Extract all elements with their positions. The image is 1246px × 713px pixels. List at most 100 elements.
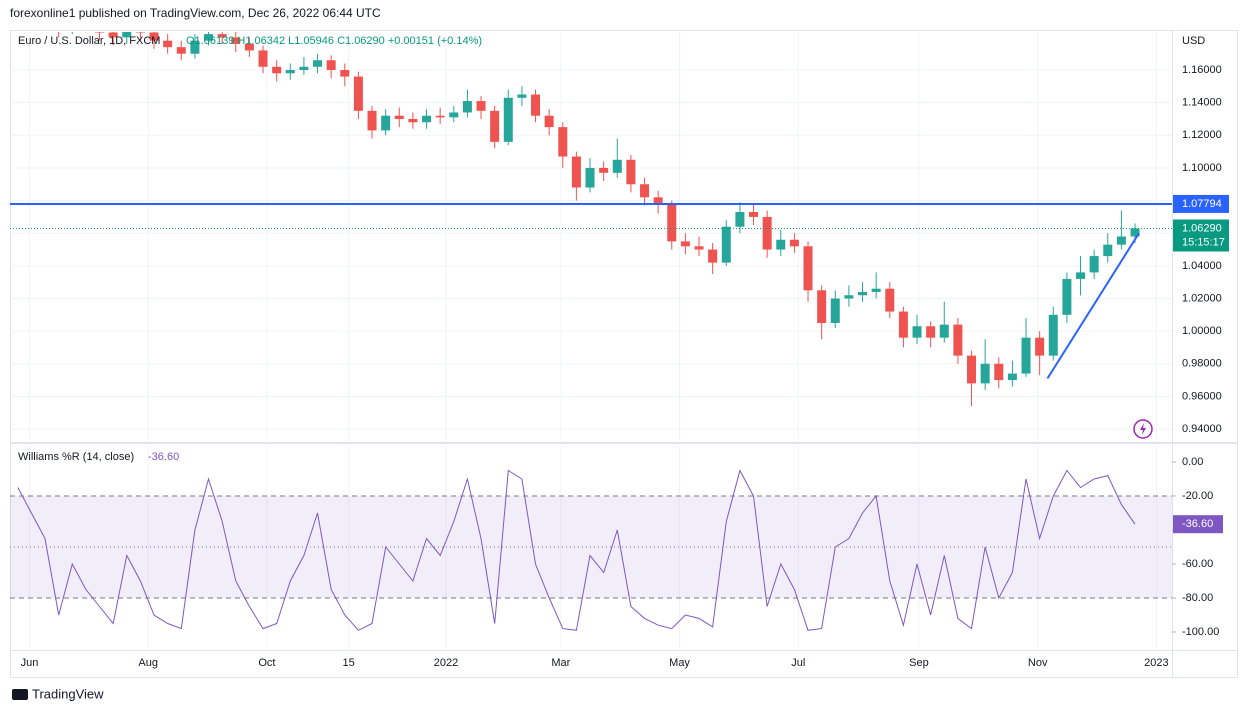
candle-body bbox=[340, 70, 350, 77]
hline-label: 1.07794 bbox=[1182, 198, 1222, 210]
indicator-title: Williams %R (14, close) bbox=[18, 451, 134, 463]
candle-body bbox=[571, 156, 581, 188]
countdown: 15:15:17 bbox=[1182, 236, 1225, 248]
candle-body bbox=[558, 127, 568, 157]
candle-body bbox=[367, 110, 377, 131]
candle-body bbox=[204, 34, 214, 41]
candle-body bbox=[326, 60, 336, 71]
candle-body bbox=[449, 112, 459, 118]
attribution: forexonline1 published on TradingView.co… bbox=[10, 6, 381, 20]
candle-body bbox=[708, 249, 718, 263]
y-tick-label: -20.00 bbox=[1182, 490, 1213, 502]
candle-body bbox=[871, 288, 881, 292]
candle-body bbox=[721, 226, 731, 263]
y-tick-label: 0.98000 bbox=[1182, 358, 1222, 370]
y-tick-label: -80.00 bbox=[1182, 592, 1213, 604]
candle-body bbox=[176, 47, 186, 54]
candle-body bbox=[1103, 244, 1113, 257]
candle-body bbox=[108, 32, 118, 38]
candle-body bbox=[1062, 278, 1072, 315]
candle-body bbox=[830, 298, 840, 323]
y-tick-label: -60.00 bbox=[1182, 558, 1213, 570]
candle-body bbox=[190, 40, 200, 54]
last-price-bg bbox=[1173, 219, 1229, 252]
candle-body bbox=[476, 101, 486, 111]
candle-body bbox=[163, 40, 173, 48]
candle-body bbox=[1076, 272, 1086, 279]
candle-body bbox=[122, 32, 132, 38]
candle-body bbox=[299, 66, 309, 71]
candle-body bbox=[817, 290, 827, 323]
candle-body bbox=[776, 239, 786, 250]
x-tick-label: 2023 bbox=[1144, 657, 1168, 669]
candle-body bbox=[980, 363, 990, 384]
candle-body bbox=[258, 50, 268, 67]
candle-body bbox=[490, 110, 500, 142]
candle-body bbox=[517, 94, 527, 98]
candle-body bbox=[503, 97, 513, 142]
williams-line bbox=[17, 469, 1136, 631]
candle-body bbox=[640, 184, 650, 198]
last-value-label: -36.60 bbox=[1182, 518, 1213, 530]
candle-body bbox=[408, 118, 418, 123]
ohlc: O1.06139 H1.06342 L1.05946 C1.06290 +0.0… bbox=[186, 35, 482, 47]
candle-body bbox=[149, 32, 159, 41]
price-pane bbox=[10, 32, 1172, 440]
axes: 0.94000 0.96000 0.98000 1.00000 1.02000 1.040… bbox=[21, 64, 1229, 669]
hline-label-bg bbox=[1173, 194, 1229, 213]
candle-body bbox=[231, 37, 241, 44]
footer: TradingView bbox=[32, 686, 104, 701]
y-tick-label: 1.02000 bbox=[1182, 292, 1222, 304]
candle-body bbox=[844, 295, 854, 299]
y-tick-label: 1.00000 bbox=[1182, 325, 1222, 337]
candle-body bbox=[244, 43, 254, 51]
last-price-label: 1.06290 bbox=[1182, 222, 1222, 234]
candle-body bbox=[885, 288, 895, 312]
candle-body bbox=[95, 32, 105, 33]
candle-body bbox=[1021, 337, 1031, 374]
candle-body bbox=[858, 291, 868, 296]
indicator-value: -36.60 bbox=[148, 451, 179, 463]
candle-body bbox=[912, 326, 922, 338]
y-tick-label: 0.94000 bbox=[1182, 423, 1222, 435]
y-tick-label: -100.00 bbox=[1182, 626, 1219, 638]
candle-body bbox=[1116, 236, 1126, 245]
candle-body bbox=[394, 115, 404, 119]
y-tick-label: 0.00 bbox=[1182, 456, 1203, 468]
candle-body bbox=[749, 212, 759, 217]
y-tick-label: 1.10000 bbox=[1182, 162, 1222, 174]
logo bbox=[12, 689, 28, 700]
candle-body bbox=[217, 34, 227, 38]
candle-body bbox=[285, 70, 295, 74]
y-tick-label: 1.12000 bbox=[1182, 129, 1222, 141]
y-tick-label: 1.04000 bbox=[1182, 260, 1222, 272]
candle-body bbox=[735, 212, 745, 227]
candle-body bbox=[585, 167, 595, 188]
candle-body bbox=[1089, 256, 1099, 273]
x-tick-label: Sep bbox=[909, 657, 929, 669]
candle-body bbox=[462, 101, 472, 113]
candle-body bbox=[435, 115, 445, 118]
candle-body bbox=[803, 246, 813, 291]
y-tick-label: 0.96000 bbox=[1182, 390, 1222, 402]
candle-body bbox=[422, 115, 432, 123]
candle-body bbox=[926, 326, 936, 338]
currency: USD bbox=[1182, 35, 1205, 47]
frame bbox=[10, 30, 1238, 678]
candle-body bbox=[680, 241, 690, 247]
candle-body bbox=[1035, 337, 1045, 356]
x-tick-label: Oct bbox=[258, 657, 275, 669]
alert-bolt bbox=[1140, 423, 1146, 435]
candle-body bbox=[544, 115, 554, 128]
candle-body bbox=[653, 197, 663, 204]
candle-body bbox=[1048, 314, 1058, 356]
trend-line bbox=[1046, 232, 1140, 380]
x-tick-label: 15 bbox=[343, 657, 355, 669]
candle-body bbox=[381, 115, 391, 131]
candle-body bbox=[953, 324, 963, 356]
candle-body bbox=[939, 324, 949, 338]
candle-body bbox=[762, 216, 772, 250]
candle-body bbox=[612, 159, 622, 173]
